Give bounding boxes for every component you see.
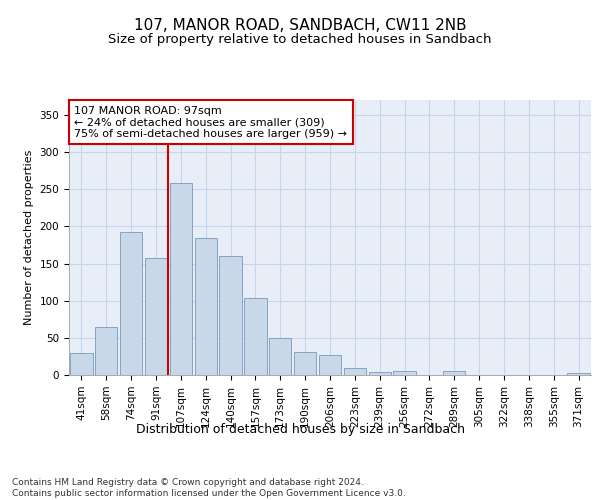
- Bar: [394, 372, 416, 375]
- Text: Size of property relative to detached houses in Sandbach: Size of property relative to detached ho…: [108, 32, 492, 46]
- Bar: [294, 352, 316, 375]
- Bar: [368, 372, 391, 375]
- Bar: [220, 256, 242, 375]
- Bar: [319, 355, 341, 375]
- Bar: [443, 372, 466, 375]
- Bar: [70, 352, 92, 375]
- Bar: [269, 338, 292, 375]
- Text: 107, MANOR ROAD, SANDBACH, CW11 2NB: 107, MANOR ROAD, SANDBACH, CW11 2NB: [134, 18, 466, 32]
- Bar: [244, 298, 266, 375]
- Bar: [194, 238, 217, 375]
- Y-axis label: Number of detached properties: Number of detached properties: [24, 150, 34, 325]
- Bar: [95, 326, 118, 375]
- Text: Distribution of detached houses by size in Sandbach: Distribution of detached houses by size …: [136, 422, 464, 436]
- Text: 107 MANOR ROAD: 97sqm
← 24% of detached houses are smaller (309)
75% of semi-det: 107 MANOR ROAD: 97sqm ← 24% of detached …: [74, 106, 347, 138]
- Bar: [120, 232, 142, 375]
- Bar: [568, 373, 590, 375]
- Bar: [145, 258, 167, 375]
- Bar: [344, 368, 366, 375]
- Text: Contains HM Land Registry data © Crown copyright and database right 2024.
Contai: Contains HM Land Registry data © Crown c…: [12, 478, 406, 498]
- Bar: [170, 183, 192, 375]
